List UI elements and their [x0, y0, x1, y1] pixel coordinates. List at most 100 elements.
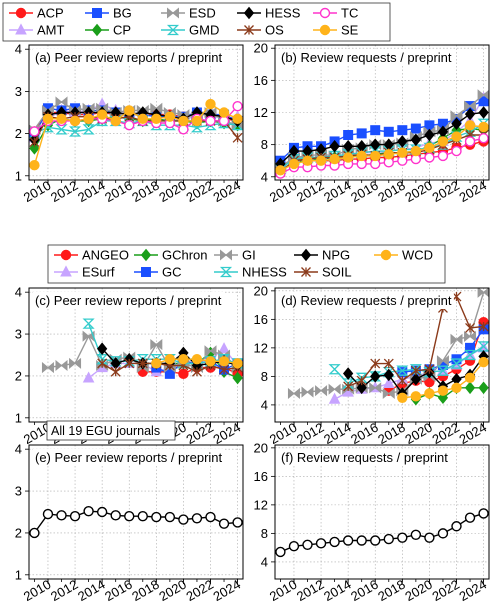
series-group [287, 288, 489, 406]
legend-swatch-marker [166, 24, 180, 36]
data-point-se [356, 150, 367, 162]
data-point-se [410, 145, 422, 157]
y-tick-label: 1 [15, 168, 22, 183]
series-wcd [397, 356, 489, 403]
data-point-nhess [396, 365, 409, 376]
y-tick-label: 20 [254, 283, 268, 298]
y-tick-label: 12 [254, 105, 268, 120]
legend-swatch-marker [319, 7, 331, 19]
data-point-esd [55, 96, 68, 108]
legend-swatch-marker [319, 24, 331, 36]
data-point-soil [370, 358, 381, 369]
legend-swatch-marker [92, 8, 102, 18]
data-point-soil [383, 358, 394, 369]
data-point-se [205, 98, 216, 110]
data-point-npg [356, 381, 367, 395]
data-point-os [232, 132, 243, 143]
data-point-se [275, 165, 286, 176]
panel-title-bg [33, 49, 225, 66]
data-point-se [424, 142, 435, 154]
data-point-esurf [328, 392, 341, 404]
data-point-esd [150, 102, 163, 114]
plot-frame [274, 444, 490, 580]
plot-frame [274, 287, 490, 423]
y-tick-label: 2 [15, 126, 22, 141]
data-point-tc [205, 115, 216, 127]
y-tick-label: 16 [254, 312, 268, 327]
data-point-soil [191, 366, 202, 377]
data-point-all-19-egu-journals [288, 541, 300, 552]
data-point-wcd [232, 358, 243, 369]
data-point-gi [55, 359, 68, 372]
series-gchron [410, 381, 489, 406]
series-all-19-egu-journals [29, 505, 243, 539]
y-tick-label: 12 [254, 340, 268, 355]
data-point-tc [451, 145, 462, 157]
data-point-npg [410, 372, 422, 386]
legend-label: GMD [189, 23, 219, 38]
legend-box [46, 420, 176, 441]
data-point-hess [410, 133, 422, 147]
legend-label: ACP [37, 6, 64, 21]
data-point-esd [477, 89, 489, 101]
series-line-gmd [279, 123, 484, 170]
legend-swatch-marker [243, 6, 255, 20]
legend-item-angeo: ANGEO [54, 248, 129, 263]
data-point-all-19-egu-journals [342, 535, 354, 546]
data-point-se [110, 115, 121, 127]
panel-title: (b) Review requests / preprint [281, 50, 452, 65]
data-point-all-19-egu-journals [83, 505, 94, 517]
data-point-soil [478, 321, 489, 332]
data-point-se [191, 115, 203, 127]
panel-title: (f) Review requests / preprint [281, 450, 448, 465]
legend-item-gmd: GMD [161, 23, 219, 38]
data-point-hess [424, 128, 435, 142]
y-tick-label: 4 [261, 554, 268, 569]
legend-item-acp: ACP [9, 6, 64, 21]
legend-label: SE [341, 23, 359, 38]
series-line-tc [280, 137, 484, 175]
data-point-bg [410, 123, 421, 134]
y-tick-label: 4 [261, 169, 268, 184]
data-point-se [178, 115, 189, 127]
data-point-se [137, 113, 148, 125]
series-group [29, 505, 243, 539]
data-point-gi [287, 387, 300, 400]
data-point-nhess [436, 365, 450, 376]
legend-label: ESD [189, 6, 216, 21]
series-nhess [82, 318, 243, 369]
data-point-all-19-egu-journals [42, 508, 54, 520]
data-point-wcd [424, 388, 435, 399]
plot-frame [28, 44, 244, 181]
series-wcd [151, 353, 243, 369]
legend-c: All 19 EGU journals [46, 420, 176, 441]
legend-a: ACP BG ESD HESS TC AMT CP GMD OS SE [2, 2, 391, 42]
data-point-all-19-egu-journals [232, 517, 243, 528]
data-point-hess [370, 138, 381, 151]
y-tick-label: 3 [15, 84, 22, 99]
legend-swatch-marker [60, 265, 72, 277]
legend-item-nhess: NHESS [214, 265, 287, 280]
series-line-esd [33, 101, 238, 130]
y-tick-label: 20 [254, 41, 268, 56]
legend-swatch-marker [60, 249, 72, 261]
data-point-se [383, 149, 394, 160]
data-point-hess [464, 107, 476, 121]
data-point-soil [410, 365, 421, 376]
data-point-npg [370, 370, 381, 383]
data-point-wcd [178, 353, 189, 365]
data-point-hess [397, 135, 408, 148]
legend-label: ANGEO [82, 248, 129, 263]
legend-label: GChron [162, 248, 208, 263]
data-point-wcd [164, 353, 176, 365]
plot-frame [28, 444, 244, 580]
data-point-esd [450, 110, 463, 122]
series-group [275, 508, 489, 558]
series-all-19-egu-journals [275, 508, 489, 558]
data-point-bg [370, 125, 381, 136]
y-tick-label: 4 [15, 442, 22, 457]
data-point-bg [397, 125, 408, 136]
data-point-all-19-egu-journals [478, 508, 489, 519]
legend-label: All 19 EGU journals [51, 424, 160, 438]
data-point-se [478, 121, 489, 133]
